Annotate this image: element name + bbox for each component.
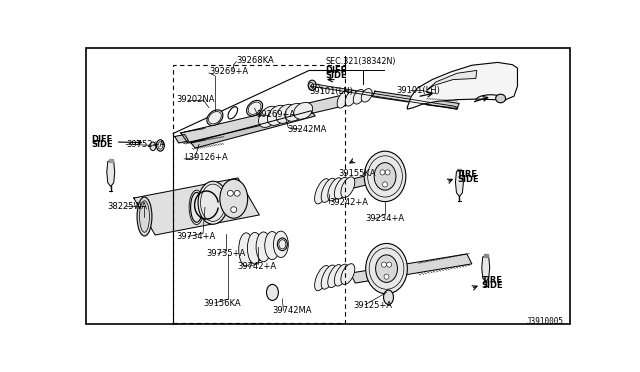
Polygon shape [408, 62, 518, 109]
Ellipse shape [337, 91, 349, 108]
Ellipse shape [353, 89, 364, 104]
Bar [173, 65, 346, 323]
Ellipse shape [383, 290, 394, 304]
Ellipse shape [248, 232, 262, 264]
Ellipse shape [266, 284, 278, 301]
Ellipse shape [334, 177, 348, 199]
Text: SIDE: SIDE [91, 140, 113, 150]
Polygon shape [428, 70, 477, 90]
Ellipse shape [273, 231, 288, 257]
Polygon shape [350, 254, 472, 283]
Text: SIDE: SIDE [457, 175, 479, 184]
Text: 39268KA: 39268KA [236, 56, 274, 65]
Text: SIDE: SIDE [482, 281, 504, 290]
Ellipse shape [285, 103, 304, 121]
Polygon shape [484, 254, 488, 257]
Text: 39155KA: 39155KA [338, 169, 376, 178]
Ellipse shape [384, 274, 389, 279]
Polygon shape [458, 169, 461, 171]
Ellipse shape [150, 142, 156, 151]
Text: 39734+A: 39734+A [177, 232, 216, 241]
Text: TIRE: TIRE [457, 170, 478, 179]
Ellipse shape [246, 100, 262, 116]
Polygon shape [134, 178, 259, 235]
Polygon shape [482, 256, 490, 282]
Text: J3910005: J3910005 [527, 317, 564, 326]
Ellipse shape [239, 233, 253, 266]
Text: 39269+A: 39269+A [209, 67, 248, 76]
Ellipse shape [268, 105, 287, 125]
Ellipse shape [374, 163, 396, 190]
Ellipse shape [207, 110, 223, 125]
Text: 39752+A: 39752+A [126, 140, 165, 149]
Ellipse shape [321, 265, 336, 289]
Text: L39126+A: L39126+A [184, 153, 228, 162]
Text: 39742+A: 39742+A [237, 262, 277, 271]
Polygon shape [310, 84, 458, 109]
Ellipse shape [381, 262, 387, 267]
Ellipse shape [334, 264, 348, 286]
Ellipse shape [376, 255, 397, 282]
Ellipse shape [191, 192, 202, 222]
Ellipse shape [220, 179, 248, 218]
Ellipse shape [380, 170, 385, 175]
Text: 39156KA: 39156KA [203, 298, 241, 308]
Text: 39234+A: 39234+A [365, 214, 404, 223]
Ellipse shape [341, 264, 355, 285]
Ellipse shape [385, 170, 390, 175]
Text: 39269+A: 39269+A [256, 110, 295, 119]
Ellipse shape [234, 190, 240, 196]
Text: SIDE: SIDE [326, 71, 347, 80]
Polygon shape [372, 91, 459, 109]
Text: 39101(LH): 39101(LH) [309, 87, 353, 96]
Text: 39735+A: 39735+A [207, 249, 246, 258]
Ellipse shape [315, 179, 330, 204]
Polygon shape [456, 171, 463, 196]
Text: 39125+A: 39125+A [354, 301, 393, 310]
Ellipse shape [495, 94, 506, 103]
Polygon shape [180, 96, 346, 142]
Text: 39242+A: 39242+A [329, 198, 368, 207]
Ellipse shape [365, 243, 408, 294]
Text: 39101(LH): 39101(LH) [396, 86, 440, 95]
Text: SEC.321(38342N): SEC.321(38342N) [326, 57, 396, 66]
Ellipse shape [231, 207, 237, 212]
Polygon shape [175, 135, 189, 143]
Ellipse shape [387, 262, 392, 267]
Ellipse shape [256, 232, 271, 262]
Ellipse shape [156, 140, 164, 151]
Text: 38225WA: 38225WA [108, 202, 147, 211]
Ellipse shape [328, 178, 342, 201]
Text: 39242MA: 39242MA [287, 125, 326, 134]
Ellipse shape [341, 177, 355, 198]
Ellipse shape [259, 106, 278, 128]
Polygon shape [109, 159, 113, 161]
Ellipse shape [361, 89, 372, 102]
Polygon shape [320, 173, 385, 195]
Text: DIFF: DIFF [91, 135, 112, 144]
Ellipse shape [227, 190, 234, 196]
Ellipse shape [265, 231, 280, 260]
Polygon shape [107, 161, 115, 186]
Ellipse shape [315, 266, 330, 291]
Ellipse shape [198, 181, 228, 224]
Ellipse shape [308, 80, 316, 90]
Ellipse shape [328, 264, 342, 288]
Text: 39202NA: 39202NA [177, 95, 215, 104]
Ellipse shape [137, 197, 152, 236]
Ellipse shape [364, 151, 406, 202]
Text: TIRE: TIRE [482, 276, 503, 285]
Text: DIFF: DIFF [326, 66, 347, 75]
Ellipse shape [321, 178, 336, 202]
Ellipse shape [276, 104, 296, 123]
Ellipse shape [345, 90, 356, 106]
Text: 39742MA: 39742MA [273, 306, 312, 315]
Polygon shape [191, 111, 316, 148]
Ellipse shape [294, 102, 313, 119]
Ellipse shape [383, 182, 388, 187]
